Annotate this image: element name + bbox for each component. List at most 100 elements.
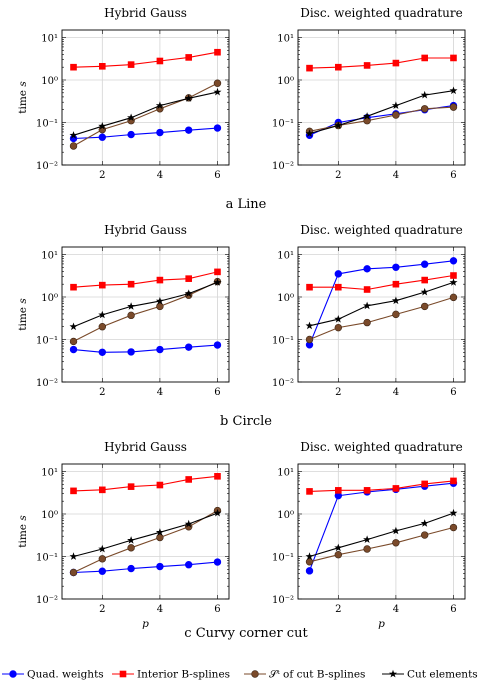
plot-frame xyxy=(61,463,230,600)
data-point xyxy=(334,270,343,278)
y-axis-label: time s xyxy=(17,515,29,548)
data-point xyxy=(420,531,429,539)
x-tick-label: 4 xyxy=(157,387,163,398)
series-1 xyxy=(69,341,222,356)
data-point xyxy=(156,57,164,65)
data-point xyxy=(156,276,164,284)
data-point xyxy=(363,286,371,293)
y-tick-label: 10⁻² xyxy=(36,378,58,389)
data-point xyxy=(184,94,193,102)
data-point xyxy=(334,543,343,552)
data-point xyxy=(214,48,221,56)
data-point xyxy=(127,302,136,310)
data-point xyxy=(155,296,164,305)
data-point xyxy=(214,473,221,480)
data-point xyxy=(305,558,314,566)
x-axis-label: p xyxy=(142,618,149,630)
x-tick-label: 2 xyxy=(335,604,341,615)
legend-label: Interior B-splines xyxy=(137,669,230,681)
y-tick-label: 10⁻² xyxy=(272,595,294,606)
data-point xyxy=(156,345,164,354)
data-point xyxy=(156,481,164,489)
data-point xyxy=(392,280,400,288)
data-point xyxy=(363,117,371,125)
y-tick-label: 10⁻² xyxy=(36,161,58,172)
data-point xyxy=(155,528,164,536)
chart-panel-c-2: Disc. weighted quadrature 10⁻² 10⁻¹ 10⁰ 10¹ 2… xyxy=(272,440,466,630)
data-point xyxy=(156,533,164,542)
data-point xyxy=(449,257,458,265)
x-tick-label: 6 xyxy=(214,387,220,398)
axis-ticks xyxy=(298,247,465,383)
data-point xyxy=(421,276,428,284)
series-line xyxy=(309,90,454,135)
y-tick-label: 10⁻¹ xyxy=(272,552,294,563)
grid xyxy=(62,464,229,599)
data-point xyxy=(363,265,371,273)
series-1 xyxy=(69,558,222,577)
y-tick-label: 10⁰ xyxy=(277,293,294,304)
legend-entry: Interior B-splines xyxy=(112,669,230,681)
data-point xyxy=(391,296,400,305)
legend-label: Cut elements xyxy=(407,669,478,681)
data-point xyxy=(335,487,342,494)
y-tick-label: 10¹ xyxy=(41,33,58,44)
data-point xyxy=(389,669,397,678)
grid xyxy=(62,30,229,165)
y-tick-label: 10⁻¹ xyxy=(36,335,58,346)
data-point xyxy=(363,112,372,120)
data-point xyxy=(363,545,371,553)
data-point xyxy=(392,263,400,271)
data-point xyxy=(420,287,429,296)
data-point xyxy=(127,61,135,68)
series-4 xyxy=(305,86,458,137)
panel-title: Disc. weighted quadrature xyxy=(300,440,463,454)
chart-panel-b-1: Hybrid Gauss 10⁻² 10⁻¹ 10⁰ 10¹ 2 4 6 time s xyxy=(17,223,230,398)
data-point xyxy=(420,105,429,113)
data-point xyxy=(420,519,429,527)
data-point xyxy=(127,348,135,356)
data-point xyxy=(69,131,78,139)
data-point xyxy=(334,323,343,332)
data-point xyxy=(69,322,78,331)
data-point xyxy=(363,301,372,310)
data-point xyxy=(305,552,314,560)
subfigure-caption: b Circle xyxy=(220,414,272,429)
x-tick-label: 4 xyxy=(393,387,399,398)
y-tick-label: 10⁻² xyxy=(36,595,58,606)
data-point xyxy=(156,562,164,571)
data-point xyxy=(391,526,400,535)
plot-frame xyxy=(61,246,230,383)
y-tick-label: 10⁰ xyxy=(277,76,294,87)
data-point xyxy=(127,130,135,139)
series-3 xyxy=(69,506,222,577)
data-point xyxy=(185,275,192,282)
y-tick-label: 10⁻¹ xyxy=(36,118,58,129)
data-point xyxy=(98,555,107,563)
data-point xyxy=(156,302,164,311)
legend-label: 𝒮ᵗ of cut B-splines xyxy=(269,669,365,681)
data-point xyxy=(184,126,193,134)
data-point xyxy=(99,486,106,494)
series-3 xyxy=(305,103,458,136)
grid xyxy=(298,30,465,165)
x-tick-label: 4 xyxy=(157,604,163,615)
series-line xyxy=(308,482,454,571)
plot-frame xyxy=(297,29,466,166)
data-point xyxy=(214,268,221,276)
data-point xyxy=(392,111,400,119)
chart-panels: Hybrid Gauss 10⁻² 10⁻¹ 10⁰ 10¹ 2 4 6 time s Disc.… xyxy=(17,6,466,630)
data-point xyxy=(99,281,106,289)
data-point xyxy=(156,128,164,137)
x-tick-label: 2 xyxy=(99,604,105,615)
data-point xyxy=(392,310,400,319)
x-tick-label: 2 xyxy=(335,387,341,398)
y-tick-label: 10⁻¹ xyxy=(272,118,294,129)
series-3 xyxy=(69,79,222,150)
data-point xyxy=(213,508,222,517)
x-tick-label: 6 xyxy=(450,387,456,398)
data-point xyxy=(70,283,77,291)
data-point xyxy=(334,315,343,323)
data-point xyxy=(98,544,107,553)
x-tick-label: 2 xyxy=(335,170,341,181)
